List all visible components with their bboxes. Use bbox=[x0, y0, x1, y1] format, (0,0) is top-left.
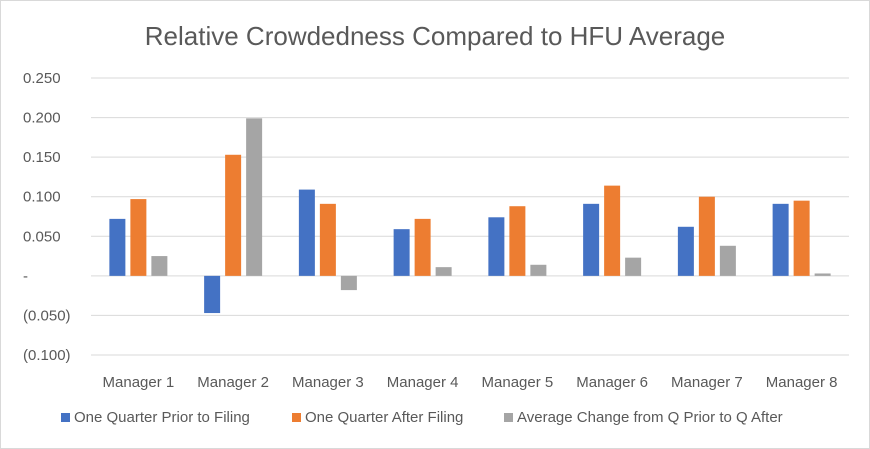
bar bbox=[204, 275, 221, 314]
bar bbox=[319, 203, 336, 276]
bar bbox=[509, 206, 526, 276]
gridlines bbox=[91, 77, 849, 356]
x-axis-category-labels: Manager 1 Manager 2 Manager 3 Manager 4 Mana… bbox=[103, 374, 838, 391]
bar bbox=[583, 203, 600, 276]
x-category-label: Manager 8 bbox=[766, 374, 838, 391]
x-category-label: Manager 4 bbox=[387, 374, 459, 391]
legend-label: One Quarter Prior to Filing bbox=[74, 409, 250, 426]
bar bbox=[435, 267, 452, 276]
x-category-label: Manager 3 bbox=[292, 374, 364, 391]
bar bbox=[298, 189, 315, 276]
bar bbox=[414, 218, 431, 276]
y-axis-tick-labels: (0.100) (0.050) - 0.050 0.100 0.150 0.200 0.250 bbox=[23, 70, 71, 364]
legend-label: One Quarter After Filing bbox=[305, 409, 463, 426]
x-category-label: Manager 5 bbox=[482, 374, 554, 391]
legend: One Quarter Prior to Filing One Quarter A… bbox=[61, 409, 783, 426]
bar bbox=[109, 218, 126, 276]
y-tick-label: 0.050 bbox=[23, 228, 61, 245]
bar bbox=[393, 229, 410, 276]
bar bbox=[793, 200, 810, 276]
legend-swatch bbox=[292, 413, 301, 422]
bar bbox=[698, 196, 715, 276]
bar bbox=[246, 118, 263, 276]
y-tick-label: 0.250 bbox=[23, 70, 61, 87]
bar bbox=[151, 256, 168, 276]
bar bbox=[814, 273, 831, 276]
bar bbox=[488, 217, 505, 276]
x-category-label: Manager 1 bbox=[103, 374, 175, 391]
legend-swatch bbox=[61, 413, 70, 422]
legend-swatch bbox=[504, 413, 513, 422]
bar bbox=[225, 154, 242, 276]
y-tick-label: (0.100) bbox=[23, 347, 71, 364]
bars bbox=[109, 118, 831, 314]
bar bbox=[340, 275, 357, 291]
bar bbox=[604, 185, 621, 276]
y-tick-label: 0.150 bbox=[23, 149, 61, 166]
x-category-label: Manager 6 bbox=[576, 374, 648, 391]
bar bbox=[677, 226, 694, 276]
x-category-label: Manager 7 bbox=[671, 374, 743, 391]
bar bbox=[530, 264, 547, 276]
y-tick-label: 0.200 bbox=[23, 110, 61, 127]
legend-label: Average Change from Q Prior to Q After bbox=[517, 409, 783, 426]
y-tick-label: (0.050) bbox=[23, 307, 71, 324]
x-category-label: Manager 2 bbox=[197, 374, 269, 391]
y-tick-label: - bbox=[23, 268, 28, 285]
bar bbox=[772, 203, 789, 276]
chart-title: Relative Crowdedness Compared to HFU Ave… bbox=[145, 21, 725, 51]
bar bbox=[130, 199, 147, 276]
bar bbox=[719, 245, 736, 276]
bar bbox=[625, 257, 642, 276]
y-tick-label: 0.100 bbox=[23, 189, 61, 206]
